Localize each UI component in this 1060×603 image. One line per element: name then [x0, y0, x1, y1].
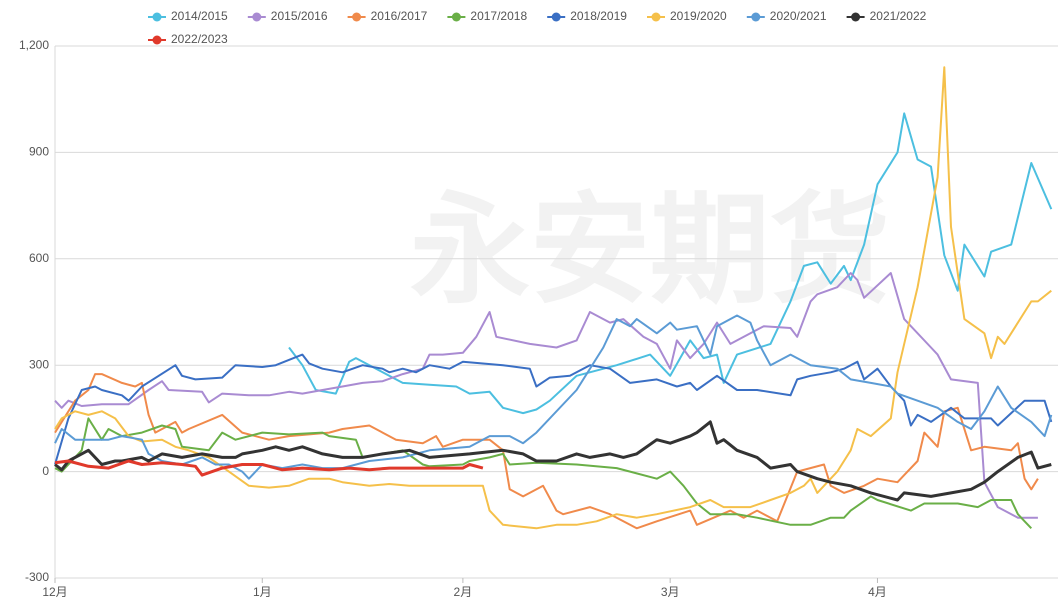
legend-label: 2014/2015	[171, 9, 228, 23]
legend-swatch	[252, 12, 262, 22]
x-tick-label: 4月	[868, 585, 887, 599]
legend-label: 2019/2020	[670, 9, 727, 23]
legend-swatch	[451, 12, 461, 22]
y-tick-label: 1,200	[19, 38, 49, 52]
y-tick-label: -300	[25, 570, 49, 584]
legend-label: 2017/2018	[470, 9, 527, 23]
legend-swatch	[152, 35, 162, 45]
series-line	[54, 459, 484, 477]
y-tick-label: 900	[29, 145, 49, 159]
y-tick-label: 300	[29, 357, 49, 371]
legend-swatch	[152, 12, 162, 22]
x-tick-label: 1月	[253, 585, 272, 599]
legend-swatch	[851, 12, 861, 22]
y-tick-label: 600	[29, 251, 49, 265]
series-line	[54, 420, 1052, 502]
x-tick-label: 2月	[454, 585, 473, 599]
legend-swatch	[352, 12, 362, 22]
series-line	[54, 272, 1038, 519]
series-line	[54, 417, 1033, 529]
watermark: 永安期货	[410, 184, 890, 318]
legend-label: 2020/2021	[770, 9, 827, 23]
legend-swatch	[651, 12, 661, 22]
legend-label: 2021/2022	[870, 9, 927, 23]
series-line	[288, 112, 1053, 415]
legend-swatch	[751, 12, 761, 22]
series-line	[54, 373, 1039, 530]
legend-label: 2022/2023	[171, 32, 228, 46]
x-tick-label: 12月	[42, 585, 67, 599]
series-line	[54, 353, 1053, 465]
legend-swatch	[551, 12, 561, 22]
y-tick-label: 0	[42, 464, 49, 478]
legend-label: 2016/2017	[371, 9, 428, 23]
legend-label: 2015/2016	[271, 9, 328, 23]
series-line	[54, 66, 1052, 530]
series-line	[54, 314, 1053, 480]
legend-label: 2018/2019	[570, 9, 627, 23]
x-tick-label: 3月	[661, 585, 680, 599]
